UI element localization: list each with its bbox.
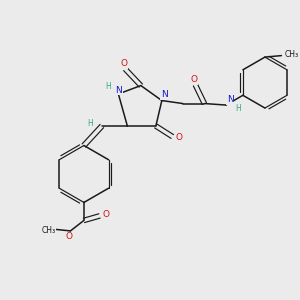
Text: N: N	[116, 86, 122, 95]
Text: O: O	[120, 59, 127, 68]
Text: O: O	[176, 133, 182, 142]
Text: N: N	[227, 95, 233, 104]
Text: H: H	[88, 119, 93, 128]
Text: CH₃: CH₃	[285, 50, 299, 59]
Text: H: H	[105, 82, 111, 91]
Text: O: O	[190, 75, 197, 84]
Text: O: O	[65, 232, 72, 242]
Text: CH₃: CH₃	[41, 226, 56, 235]
Text: N: N	[161, 90, 168, 99]
Text: O: O	[103, 210, 110, 219]
Text: H: H	[235, 103, 241, 112]
